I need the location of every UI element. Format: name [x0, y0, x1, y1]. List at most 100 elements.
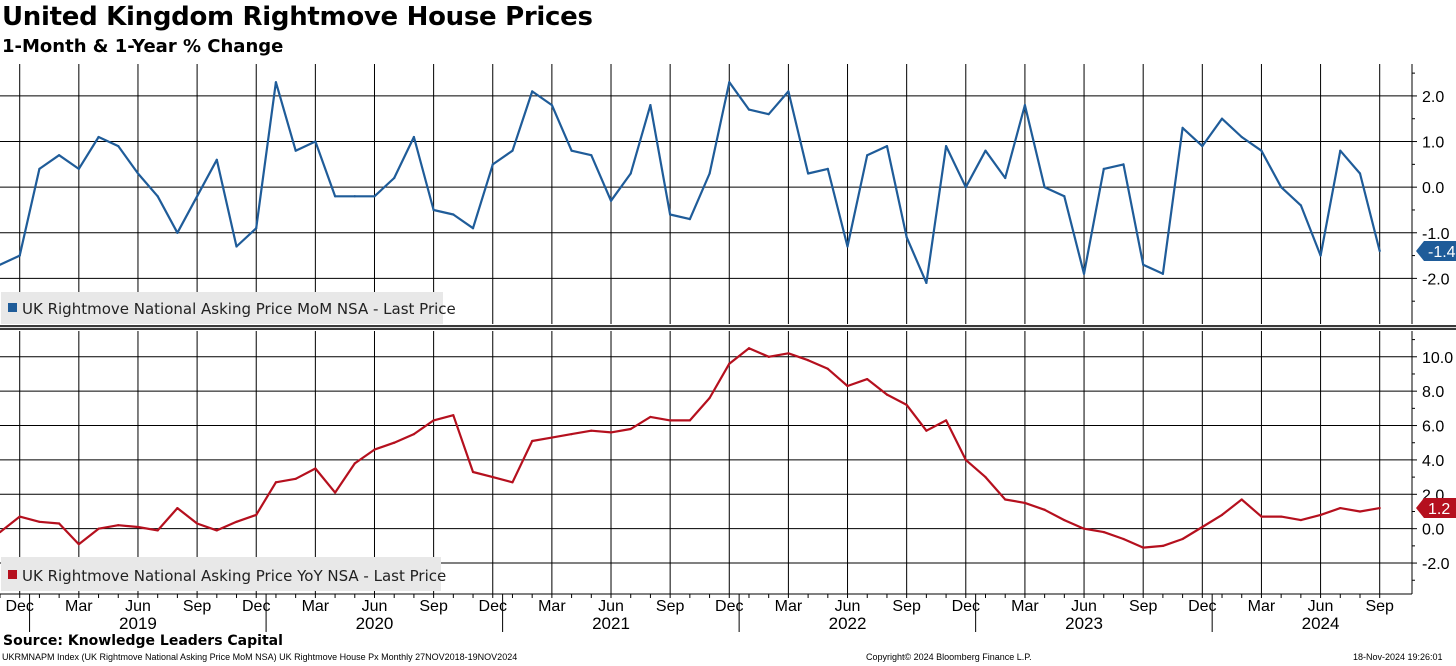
series-line-yoy-point [964, 458, 967, 462]
series-line-mom-point [747, 108, 751, 111]
series-line-yoy-point [1240, 498, 1243, 501]
series-line-mom-point [294, 149, 297, 152]
series-line-mom-point [728, 81, 731, 84]
year-label: 2022 [829, 614, 867, 633]
year-label: 2020 [356, 614, 394, 633]
series-line-mom-point [1260, 149, 1263, 152]
series-line-mom-point [333, 195, 337, 198]
series-line-yoy-point [294, 477, 297, 480]
series-line-yoy-point [156, 529, 159, 532]
legend-box-yoy [1, 557, 441, 591]
series-line-yoy-point [1122, 537, 1125, 541]
last-value-badge-mom-label: -1.4 [1428, 244, 1456, 261]
series-line-mom-point [1181, 126, 1184, 129]
series-line-mom-point [669, 213, 672, 216]
series-line-mom-point [688, 217, 691, 221]
y-tick-label-mom: 1.0 [1422, 135, 1444, 152]
series-line-mom-point [1122, 163, 1125, 166]
y-tick-label-mom: 2.0 [1422, 89, 1444, 106]
series-line-mom-point [964, 186, 967, 189]
series-line-yoy-point [866, 378, 869, 381]
year-label: 2024 [1302, 614, 1340, 633]
last-value-badge-yoy-label: 1.2 [1428, 501, 1450, 518]
series-line-mom-point [570, 149, 573, 152]
series-line-mom [0, 81, 1381, 284]
series-line-yoy-point [550, 436, 553, 439]
x-tick-label: Sep [183, 598, 212, 615]
series-line-mom-point [787, 90, 790, 93]
series-line-yoy-point [629, 427, 632, 431]
series-line-yoy-point [1082, 527, 1086, 530]
series-line-mom-point [826, 167, 829, 171]
x-tick-label: Sep [419, 598, 448, 615]
x-tick-label: Sep [1129, 598, 1158, 615]
series-line-yoy-point [1004, 498, 1007, 501]
series-line-yoy-point [649, 415, 652, 419]
series-line-yoy-point [1181, 537, 1184, 541]
x-tick-label: Dec [479, 598, 507, 615]
series-line-yoy-point [373, 448, 376, 451]
x-tick-label: Jun [1071, 598, 1097, 615]
series-line-mom-point [196, 195, 199, 198]
legend-swatch-yoy [8, 570, 17, 579]
series-line-mom-point [373, 195, 376, 198]
series-line-yoy-point [0, 531, 2, 534]
series-line-mom-point [1220, 117, 1224, 120]
series-line-mom-point [1004, 176, 1007, 180]
x-tick-label: Dec [952, 598, 980, 615]
series-line-yoy-point [984, 476, 987, 479]
series-line-mom-point [1299, 204, 1302, 207]
series-line-yoy-point [314, 467, 317, 470]
year-label: 2023 [1065, 614, 1103, 633]
series-line-mom-point [1102, 167, 1105, 171]
series-line-yoy-point [432, 419, 435, 422]
x-tick-label: Jun [835, 598, 861, 615]
series-line-yoy-point [826, 367, 829, 370]
x-tick-label: Dec [715, 598, 743, 615]
series-line-yoy-point [1339, 506, 1342, 510]
series-line-mom-point [353, 195, 356, 198]
x-tick-label: Mar [538, 598, 566, 615]
series-line-mom-point [471, 227, 475, 230]
series-line-yoy-point [1102, 531, 1105, 534]
series-line-yoy-point [1023, 501, 1027, 504]
series-line-yoy-point [353, 462, 356, 465]
series-line-mom-point [1043, 186, 1046, 189]
series-line-yoy-point [491, 476, 494, 479]
series-line-mom-point [491, 163, 494, 166]
series-line-yoy-point [1201, 525, 1204, 529]
series-line-mom-point [58, 154, 61, 157]
x-tick-label: Jun [598, 598, 624, 615]
y-tick-label-yoy: 8.0 [1422, 384, 1444, 401]
series-line-mom-point [767, 113, 770, 116]
series-line-mom-point [1319, 254, 1322, 257]
series-line-mom-point [1240, 135, 1243, 139]
series-line-mom-point [393, 176, 396, 180]
timestamp: 18-Nov-2024 19:26:01 [1353, 652, 1443, 662]
series-line-mom-point [866, 154, 869, 157]
series-line-yoy-point [905, 403, 908, 407]
series-line-mom-point [136, 172, 140, 175]
series-line-yoy-point [255, 513, 258, 517]
series-line-yoy-point [688, 419, 691, 422]
x-tick-label: Jun [125, 598, 151, 615]
x-tick-label: Mar [65, 598, 93, 615]
series-line-yoy-point [1161, 544, 1164, 547]
series-line-mom-point [38, 167, 41, 171]
series-line-mom-point [531, 90, 534, 93]
series-line-mom-point [1339, 149, 1342, 152]
series-line-yoy-point [1043, 508, 1046, 511]
series-line-yoy-point [609, 431, 613, 434]
series-line-yoy-point [215, 529, 218, 532]
x-tick-label: Sep [1365, 598, 1394, 615]
x-tick-label: Sep [892, 598, 921, 615]
series-line-mom-point [274, 81, 278, 84]
series-line-yoy-point [412, 433, 416, 436]
legend-label-yoy: UK Rightmove National Asking Price YoY N… [22, 567, 446, 585]
series-line-mom-point [1280, 186, 1283, 189]
series-line-mom-point [885, 145, 889, 148]
series-line-mom-point [944, 145, 948, 148]
series-line-mom-point [97, 135, 100, 139]
series-line-mom-point [176, 231, 179, 234]
x-tick-label: Dec [242, 598, 270, 615]
